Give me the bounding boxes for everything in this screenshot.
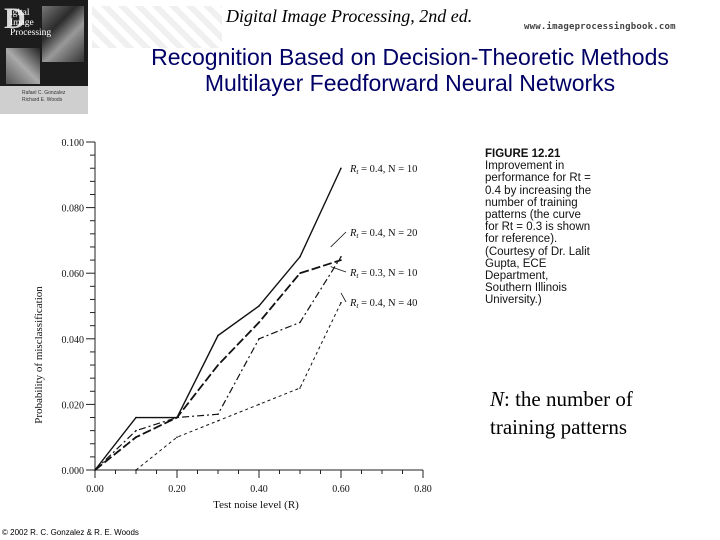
series-line [94, 256, 342, 471]
series-leader-line [330, 231, 347, 248]
series-leader-line [330, 266, 347, 273]
y-axis-label: Probability of misclassification [33, 286, 45, 424]
series-point [176, 436, 178, 439]
x-tick-label: 0.80 [414, 484, 432, 495]
chart-series-group [94, 167, 342, 471]
figure-label: FIGURE 12.21 [485, 148, 561, 160]
figure-caption: FIGURE 12.21 Improvement in performance … [485, 148, 595, 307]
series-point [94, 469, 96, 471]
copyright-footer: © 2002 R. C. Gonzalez & R. E. Woods [2, 528, 139, 537]
series-point [340, 256, 342, 258]
series-point [217, 364, 219, 366]
x-tick-label: 0.00 [86, 484, 104, 495]
series-line [94, 167, 342, 471]
y-tick-label: 0.020 [62, 400, 85, 411]
cover-authors: Rafael C. Gonzalez Richard E. Woods [22, 90, 66, 103]
chart-axes: 0.000 0.020 0.040 0.060 0.080 0.100 0.00 0.20 0.… [62, 138, 432, 495]
series-label: Rt = 0.3, N = 10 [349, 268, 417, 280]
note-line2: training patterns [490, 415, 628, 439]
cover-band [0, 86, 88, 114]
y-tick-label: 0.040 [62, 335, 85, 346]
cover-title: igital Image Processing [10, 8, 51, 38]
series-point [258, 321, 260, 324]
note-text: N: the number of training patterns [490, 385, 633, 441]
series-point [135, 469, 137, 471]
y-tick-label: 0.100 [62, 138, 85, 149]
cover-title-line2: Image [10, 18, 34, 28]
cover-big-letter: D [4, 2, 26, 35]
note-variable: N [490, 387, 505, 411]
series-label: Rt = 0.4, N = 40 [349, 298, 417, 310]
series-point [258, 403, 260, 406]
cover-photo-secondary [6, 48, 40, 84]
x-axis-label: Test noise level (R) [213, 499, 299, 511]
website-url: www.imageprocessingbook.com [524, 22, 676, 32]
x-tick-label: 0.60 [332, 484, 350, 495]
series-point [135, 416, 137, 419]
cover-title-line1: igital [10, 8, 30, 18]
series-label: Rt = 0.4, N = 10 [349, 164, 417, 176]
series-point [340, 301, 342, 304]
figure-caption-text: Improvement in performance for Rt = 0.4 … [485, 160, 592, 307]
series-point [217, 420, 219, 422]
series-label: Rt = 0.4, N = 20 [349, 228, 417, 240]
book-cover-image: D igital Image Processing Rafael C. Gonz… [0, 0, 88, 114]
chart: 0.000 0.020 0.040 0.060 0.080 0.100 0.00 0.20 0.… [33, 138, 432, 511]
series-point [258, 338, 260, 340]
y-tick-label: 0.080 [62, 204, 85, 215]
series-line [135, 302, 342, 471]
y-tick-label: 0.060 [62, 269, 85, 280]
chart-series-labels: Rt = 0.4, N = 10 Rt = 0.4, N = 20 Rt = 0.3… [330, 164, 417, 310]
slide-title-line1: Recognition Based on Decision-Theoretic … [151, 44, 669, 70]
slide-title-line2: Multilayer Feedforward Neural Networks [204, 70, 616, 96]
y-tick-label: 0.000 [62, 466, 85, 477]
book-title: Digital Image Processing, 2nd ed. [226, 6, 473, 26]
series-point [299, 321, 301, 324]
series-point [299, 272, 301, 274]
x-tick-label: 0.20 [168, 484, 186, 495]
cover-photo [42, 6, 84, 62]
note-line1: N: the number of [490, 385, 633, 413]
series-point [217, 413, 219, 416]
series-point [299, 387, 301, 389]
series-point [299, 256, 301, 258]
cover-title-line3: Processing [10, 28, 52, 38]
series-point [176, 416, 178, 419]
header-pattern [92, 6, 222, 48]
series-point [135, 429, 137, 432]
series-point [340, 259, 342, 261]
series-point [135, 436, 137, 439]
note-line1-rest: : the number of [504, 387, 633, 411]
series-point [258, 305, 260, 307]
x-tick-label: 0.40 [250, 484, 268, 495]
series-point [217, 334, 219, 337]
series-point [340, 167, 342, 170]
series-leader-line [340, 292, 347, 303]
